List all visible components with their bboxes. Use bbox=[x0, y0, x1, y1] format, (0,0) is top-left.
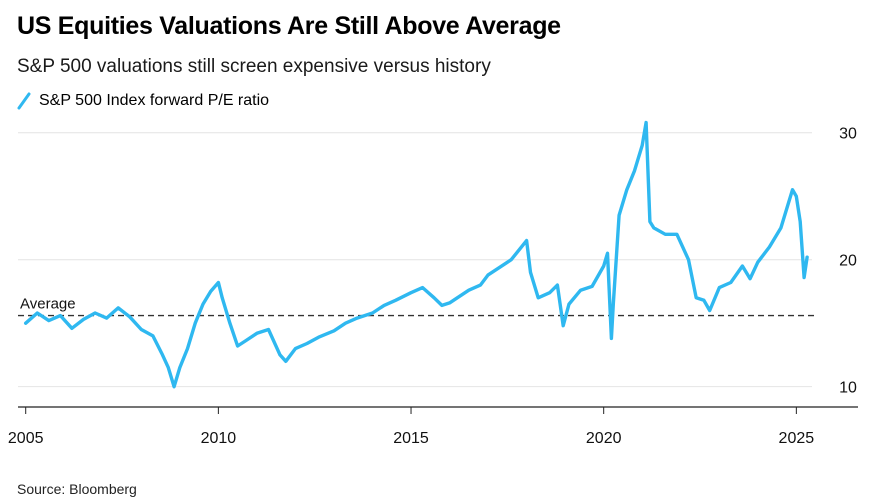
x-tick-label: 2010 bbox=[201, 430, 237, 447]
chart-plot: 10 20 30 2005 2010 2015 2020 2025 Average bbox=[8, 120, 858, 447]
x-tick-label: 2005 bbox=[8, 430, 44, 447]
chart-title: US Equities Valuations Are Still Above A… bbox=[17, 12, 561, 40]
series-line-forward-pe bbox=[24, 120, 809, 389]
x-tick-label: 2025 bbox=[779, 430, 815, 447]
chart-subtitle: S&P 500 valuations still screen expensiv… bbox=[17, 56, 491, 77]
legend-line-icon bbox=[17, 92, 31, 110]
y-tick-label: 30 bbox=[839, 126, 857, 143]
y-tick-label: 20 bbox=[839, 253, 857, 270]
source-note: Source: Bloomberg bbox=[17, 481, 137, 497]
legend: S&P 500 Index forward P/E ratio bbox=[17, 90, 269, 112]
x-tick-label: 2020 bbox=[586, 430, 622, 447]
average-label: Average bbox=[20, 296, 76, 313]
x-tick-label: 2015 bbox=[393, 430, 429, 447]
legend-label: S&P 500 Index forward P/E ratio bbox=[39, 92, 270, 109]
y-tick-label: 10 bbox=[839, 380, 857, 397]
